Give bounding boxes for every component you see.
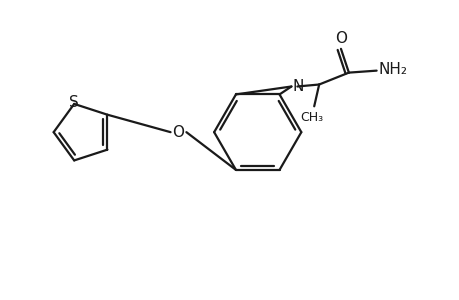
Text: S: S xyxy=(69,95,79,110)
Text: CH₃: CH₃ xyxy=(300,111,323,124)
Text: NH₂: NH₂ xyxy=(378,62,407,77)
Text: O: O xyxy=(334,32,346,46)
Text: O: O xyxy=(172,125,184,140)
Text: N: N xyxy=(292,79,303,94)
